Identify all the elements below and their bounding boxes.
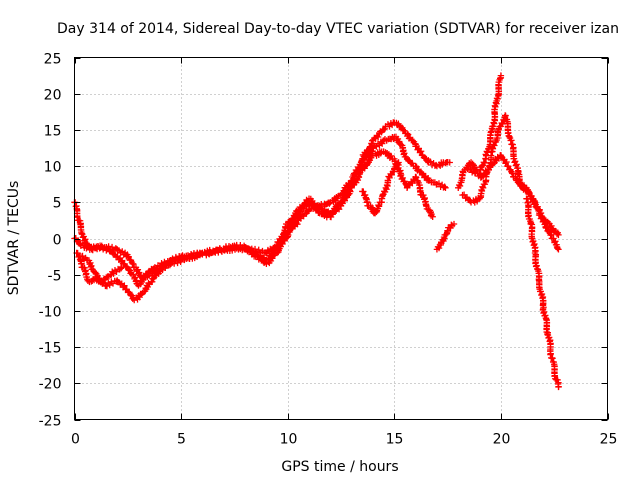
series-track-e [359,159,402,217]
y-axis-label: SDTVAR / TECUs [6,181,22,296]
series-track-f [433,220,458,253]
y-tick-label: 10 [44,160,62,176]
x-axis-label: GPS time / hours [281,459,398,475]
series-track-d [77,252,125,286]
y-tick-labels: -25 -20 -15 -10 -5 0 5 10 15 20 25 [39,52,62,430]
series-track-i [465,152,562,253]
y-tick-label: -15 [39,341,62,357]
series-track-g [455,72,505,192]
series-track-j [523,195,562,391]
y-tick-label: 5 [53,196,62,212]
series-track-a [71,119,453,289]
x-tick-label: 15 [386,432,404,448]
x-tick-label: 5 [177,432,186,448]
data-point-markers [359,159,402,217]
ticks [74,57,609,421]
data-series [71,72,562,391]
data-point-markers [465,152,562,253]
plot-frame [74,57,608,420]
x-tick-labels: 0 5 10 15 20 25 [71,432,617,448]
x-tick-label: 20 [493,432,511,448]
data-point-markers [455,72,505,192]
y-tick-label: -5 [48,269,62,285]
data-point-markers [73,148,436,304]
x-tick-label: 0 [71,432,80,448]
y-tick-label: 20 [44,88,62,104]
x-tick-label: 25 [600,432,618,448]
y-tick-label: -20 [39,377,62,393]
x-tick-label: 10 [280,432,298,448]
data-point-markers [433,220,458,253]
data-point-markers [71,119,453,289]
y-tick-label: -10 [39,305,62,321]
y-tick-label: 15 [44,124,62,140]
y-tick-label: 0 [53,233,62,249]
chart-title: Day 314 of 2014, Sidereal Day-to-day VTE… [57,21,619,37]
grid [74,57,608,420]
series-track-c [73,148,436,304]
data-point-markers [77,252,125,286]
y-tick-label: -25 [39,414,62,430]
y-tick-label: 25 [44,52,62,68]
data-point-markers [523,195,562,391]
